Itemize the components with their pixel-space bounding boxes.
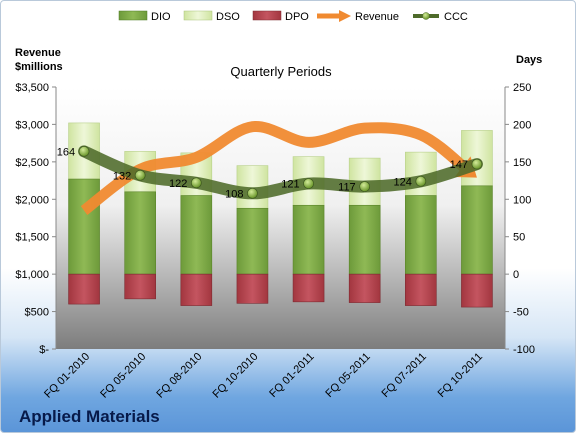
bar-dio [348, 204, 381, 275]
left-axis-title-line1: Revenue [15, 47, 61, 59]
right-tick-label: -50 [513, 307, 529, 319]
bar-dio [180, 195, 213, 275]
chart-subtitle: Quarterly Periods [230, 64, 332, 79]
legend-swatch-dpo [252, 10, 282, 21]
left-tick-label: $3,000 [15, 119, 49, 131]
bar-dpo [180, 273, 213, 306]
company-name: Applied Materials [19, 407, 160, 426]
ccc-data-label: 132 [113, 170, 131, 182]
category-label: FQ 08-2010 [154, 351, 204, 401]
category-label: FQ 05-2011 [323, 351, 372, 400]
bar-dpo [405, 273, 437, 306]
ccc-point [134, 169, 146, 181]
legend-swatch-dio [118, 10, 148, 21]
ccc-data-label: 108 [225, 188, 243, 200]
ccc-point [415, 175, 427, 187]
ccc-data-label: 122 [169, 178, 187, 190]
bar-dio [461, 185, 493, 275]
bar-dio [124, 191, 156, 275]
ccc-point [190, 177, 202, 189]
legend-label-dpo: DPO [285, 11, 309, 23]
legend-arrow-revenue [339, 10, 351, 22]
ccc-data-label: 147 [450, 159, 468, 171]
plot-area [56, 87, 505, 349]
bar-dpo [68, 273, 100, 305]
ccc-point [471, 158, 483, 170]
right-tick-label: 50 [513, 232, 525, 244]
ccc-point [303, 178, 314, 189]
right-tick-label: 0 [513, 269, 519, 281]
bar-dio [68, 178, 100, 275]
ccc-point [78, 146, 90, 157]
left-tick-label: $2,500 [15, 157, 49, 169]
right-tick-label: 250 [513, 82, 531, 94]
bar-dio [236, 207, 269, 275]
bar-dpo [124, 273, 156, 300]
legend-label-dio: DIO [151, 11, 171, 23]
right-tick-label: 100 [513, 194, 531, 206]
bar-dio [405, 195, 437, 275]
left-tick-label: $500 [25, 307, 49, 319]
ccc-data-label: 164 [57, 146, 75, 158]
left-tick-label: $1,500 [15, 232, 49, 244]
category-label: FQ 01-2011 [267, 351, 316, 400]
legend-swatch-dso [183, 10, 213, 21]
left-tick-label: $1,000 [15, 269, 49, 281]
right-tick-label: -100 [513, 344, 535, 356]
right-axis-title: Days [516, 54, 542, 66]
legend-label-revenue: Revenue [355, 11, 399, 23]
ccc-point [247, 187, 258, 199]
bar-dpo [348, 273, 381, 303]
legend-marker-ccc [422, 12, 430, 20]
ccc-data-label: 124 [393, 176, 411, 188]
right-tick-label: 150 [513, 157, 531, 169]
legend-label-ccc: CCC [444, 11, 468, 23]
left-tick-label: $3,500 [15, 82, 49, 94]
left-axis-title-line2: $millions [15, 61, 63, 73]
bar-dpo [236, 273, 269, 304]
category-label: FQ 05-2010 [98, 351, 148, 401]
category-label: FQ 10-2011 [436, 351, 485, 400]
category-label: FQ 10-2010 [211, 351, 261, 401]
left-tick-label: $- [39, 344, 49, 356]
bar-dpo [461, 273, 493, 308]
legend-label-dso: DSO [216, 11, 240, 23]
ccc-point [359, 181, 371, 192]
bar-dpo [292, 273, 325, 303]
legend: DIO DSO DPO Revenue CCC [118, 10, 468, 23]
ccc-data-label: 121 [281, 179, 299, 191]
left-tick-label: $2,000 [15, 194, 49, 206]
bar-dio [292, 204, 325, 275]
category-label: FQ 07-2011 [380, 351, 429, 400]
category-label: FQ 01-2010 [42, 351, 92, 401]
right-tick-label: 200 [513, 119, 531, 131]
ccc-data-label: 117 [338, 182, 356, 194]
